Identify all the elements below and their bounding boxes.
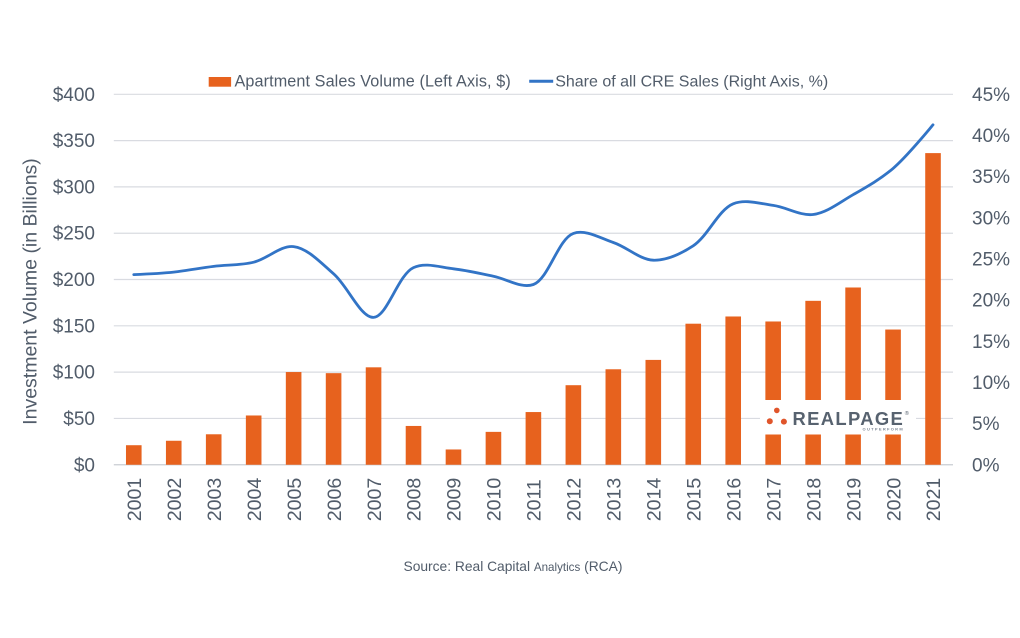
svg-text:45%: 45%	[972, 85, 1010, 106]
svg-text:35%: 35%	[972, 167, 1010, 188]
svg-text:2015: 2015	[683, 478, 705, 522]
svg-text:$250: $250	[53, 224, 95, 245]
svg-text:Investment Volume (in Billions: Investment Volume (in Billions)	[20, 158, 42, 425]
svg-text:2007: 2007	[364, 478, 386, 522]
svg-text:OUTPERFORM: OUTPERFORM	[863, 426, 904, 431]
svg-text:2005: 2005	[284, 478, 306, 522]
svg-text:Share of all CRE Sales (Right: Share of all CRE Sales (Right Axis, %)	[555, 73, 828, 90]
svg-text:2018: 2018	[803, 478, 825, 522]
svg-text:Apartment Sales Volume (Left A: Apartment Sales Volume (Left Axis, $)	[235, 72, 511, 90]
svg-text:2012: 2012	[564, 478, 586, 522]
svg-text:2017: 2017	[763, 478, 785, 522]
svg-text:2003: 2003	[204, 478, 226, 522]
svg-text:2019: 2019	[843, 478, 865, 522]
svg-text:2009: 2009	[444, 478, 466, 522]
svg-text:2001: 2001	[124, 478, 146, 522]
svg-text:®: ®	[905, 410, 910, 417]
svg-text:40%: 40%	[972, 126, 1010, 147]
svg-text:0%: 0%	[972, 455, 1000, 476]
svg-text:2010: 2010	[484, 478, 506, 522]
svg-text:2004: 2004	[244, 478, 266, 522]
svg-text:$400: $400	[53, 85, 95, 106]
svg-text:2020: 2020	[883, 478, 905, 522]
svg-text:$50: $50	[63, 409, 95, 430]
svg-text:$100: $100	[53, 363, 95, 384]
svg-text:2011: 2011	[524, 479, 546, 521]
svg-text:5%: 5%	[972, 414, 1000, 435]
svg-text:25%: 25%	[972, 249, 1010, 270]
svg-text:Source: Real Capital Analytics: Source: Real Capital Analytics (RCA)	[404, 559, 623, 574]
svg-text:2006: 2006	[324, 478, 346, 522]
svg-text:2002: 2002	[164, 478, 186, 522]
svg-text:$0: $0	[74, 455, 95, 476]
svg-text:$200: $200	[53, 270, 95, 291]
svg-text:2013: 2013	[604, 478, 626, 522]
svg-text:30%: 30%	[972, 208, 1010, 229]
svg-text:$150: $150	[53, 316, 95, 337]
svg-text:$350: $350	[53, 131, 95, 152]
svg-text:2016: 2016	[723, 478, 745, 522]
svg-text:10%: 10%	[972, 373, 1010, 394]
svg-text:REALPAGE: REALPAGE	[793, 408, 905, 429]
svg-text:2021: 2021	[923, 478, 945, 522]
svg-text:2008: 2008	[404, 478, 426, 522]
svg-text:15%: 15%	[972, 332, 1010, 353]
svg-text:2014: 2014	[644, 478, 666, 522]
svg-text:$300: $300	[53, 177, 95, 198]
svg-text:20%: 20%	[972, 291, 1010, 312]
